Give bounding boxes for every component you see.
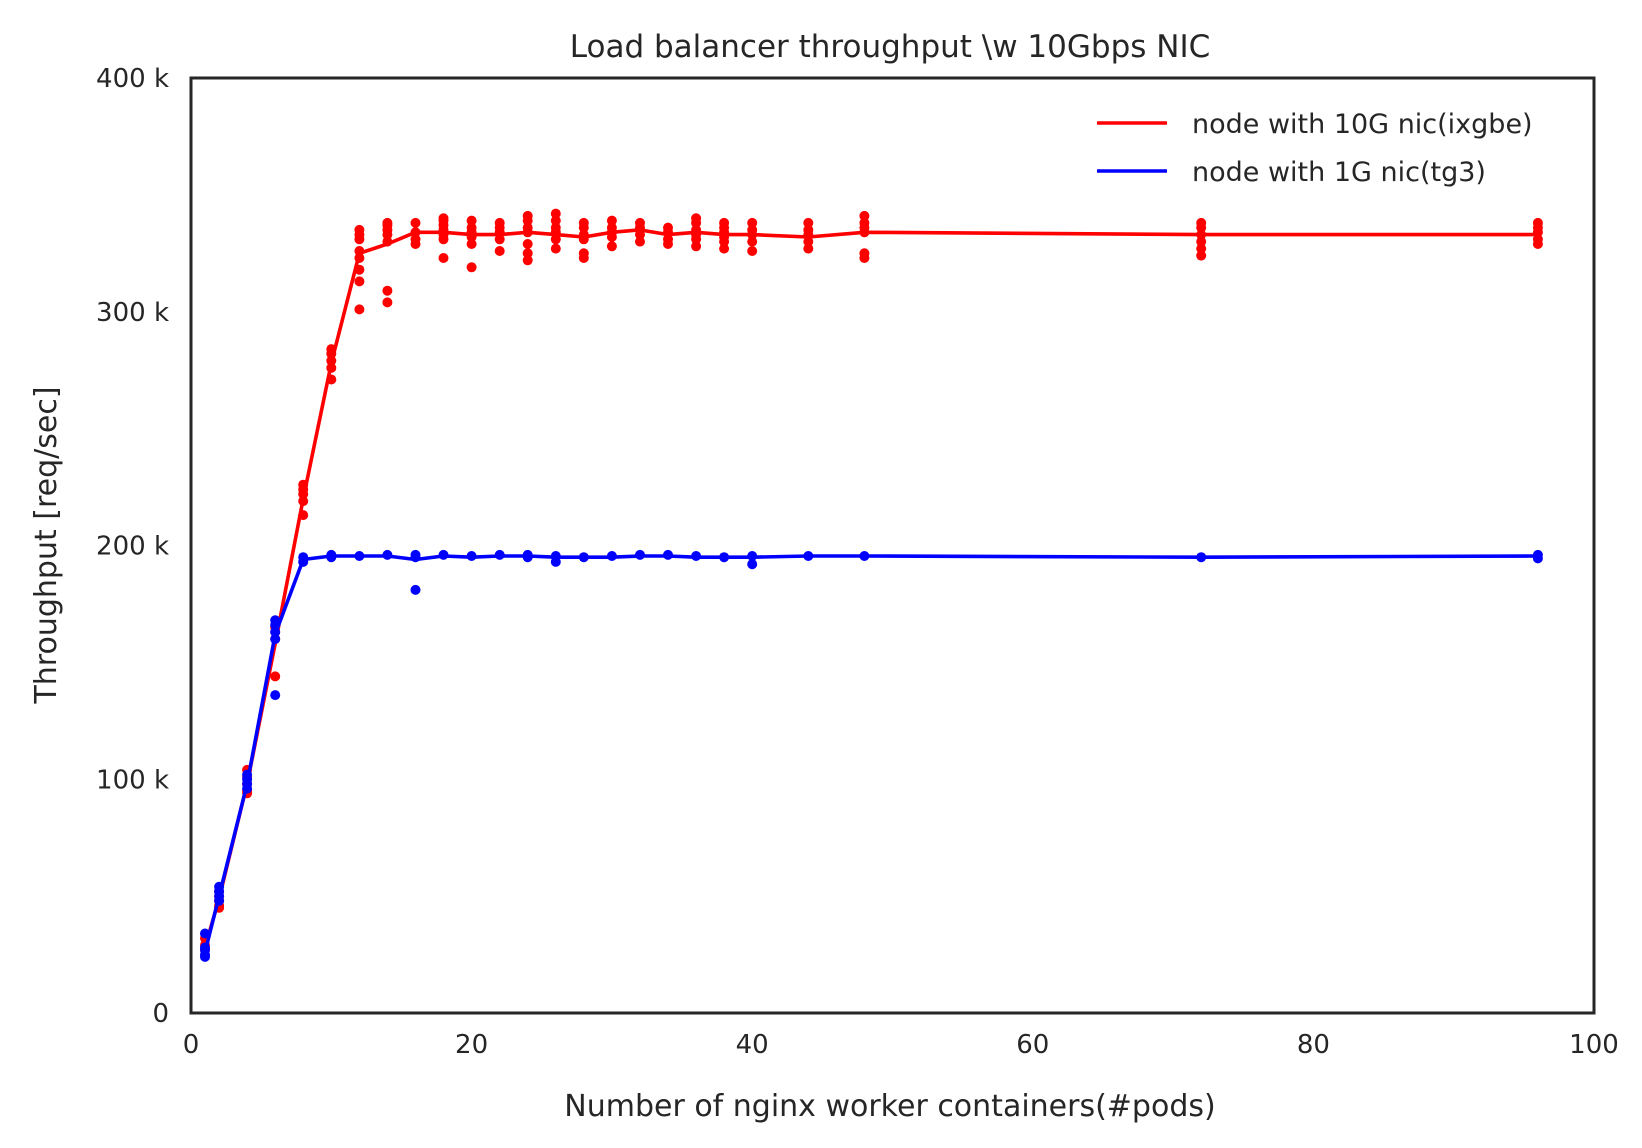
data-point [466, 222, 477, 233]
y-tick-label: 400 k [96, 64, 169, 94]
data-point [550, 234, 561, 245]
data-point [270, 671, 281, 682]
data-point [410, 584, 421, 595]
data-point [522, 222, 533, 233]
plot-area [200, 208, 1543, 962]
data-point [354, 276, 365, 287]
data-point [494, 234, 505, 245]
data-point [550, 215, 561, 226]
data-point [859, 210, 870, 221]
y-tick-label: 300 k [96, 298, 169, 328]
y-axis-label: Throughput [req/sec] [29, 386, 64, 704]
tick-labels: 0 20 40 60 80 100 0 100 k 200 k 300 k 400 k [96, 64, 1619, 1060]
data-point [747, 246, 758, 256]
legend: node with 10G nic(ixgbe) node with 1G nic… [1097, 109, 1533, 188]
x-tick-label: 100 [1569, 1030, 1619, 1060]
data-point [466, 262, 477, 273]
data-point [747, 224, 758, 235]
data-point [803, 236, 814, 247]
data-point [719, 243, 730, 254]
data-point [1196, 243, 1207, 254]
data-point [354, 224, 365, 235]
data-point [803, 243, 814, 254]
y-tick-label: 0 [152, 999, 169, 1029]
data-point [1196, 236, 1207, 247]
data-point [466, 215, 477, 226]
plot-frame [189, 76, 1596, 1015]
data-point [550, 222, 561, 233]
data-point [522, 210, 533, 221]
data-point [1532, 234, 1543, 245]
data-point [1196, 250, 1207, 261]
data-point [606, 241, 617, 252]
data-point [410, 217, 421, 228]
data-point [719, 217, 730, 228]
data-point [859, 248, 870, 259]
data-point [270, 690, 281, 701]
data-point [747, 217, 758, 228]
data-point [606, 215, 617, 226]
data-point [663, 222, 673, 233]
data-point [691, 241, 702, 252]
data-point [578, 217, 589, 228]
y-tick-label: 200 k [96, 532, 169, 562]
x-tick-label: 20 [455, 1030, 488, 1060]
data-point [606, 222, 617, 233]
data-point [578, 248, 589, 259]
x-tick-label: 40 [736, 1030, 769, 1060]
data-point [1532, 217, 1543, 228]
series-2 [200, 549, 1543, 962]
series-line [203, 228, 1540, 950]
chart-title: Load balancer throughput \w 10Gbps NIC [570, 29, 1210, 65]
data-point [382, 285, 393, 296]
legend-label: node with 1G nic(tg3) [1192, 157, 1486, 188]
data-point [522, 248, 533, 259]
legend-label: node with 10G nic(ixgbe) [1192, 109, 1533, 140]
data-point [466, 239, 477, 249]
data-point [438, 213, 449, 224]
data-point [747, 559, 758, 570]
data-point [382, 297, 393, 308]
x-tick-label: 80 [1297, 1030, 1330, 1060]
data-point [354, 304, 365, 315]
data-point [522, 255, 533, 266]
data-point [635, 236, 645, 247]
data-point [635, 217, 645, 228]
data-point [803, 224, 814, 235]
data-point [550, 208, 561, 219]
data-point [803, 217, 814, 228]
y-tick-label: 100 k [96, 765, 169, 795]
data-point [550, 243, 561, 254]
data-point [859, 217, 870, 228]
series-line [203, 554, 1540, 955]
data-point [410, 234, 421, 245]
data-point [494, 217, 505, 228]
data-point [438, 253, 449, 263]
x-tick-label: 60 [1016, 1030, 1049, 1060]
data-point [691, 213, 702, 224]
data-point [382, 217, 393, 228]
x-axis-label: Number of nginx worker containers(#pods) [564, 1089, 1215, 1124]
data-point [747, 236, 758, 247]
x-tick-label: 0 [183, 1030, 200, 1060]
data-point [494, 246, 505, 256]
data-point [663, 234, 673, 245]
data-point [522, 239, 533, 249]
data-point [1196, 217, 1207, 228]
